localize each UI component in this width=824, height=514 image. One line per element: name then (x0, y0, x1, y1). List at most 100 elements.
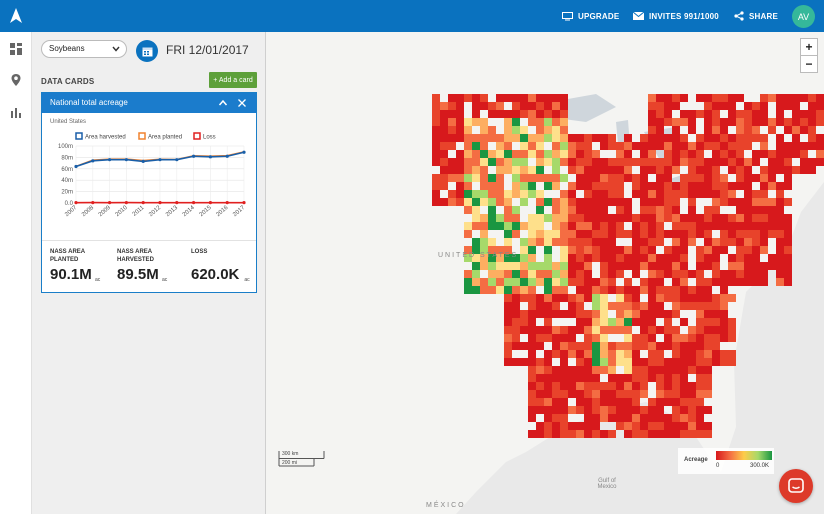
county-cell[interactable] (448, 102, 456, 110)
county-cell[interactable] (608, 254, 616, 262)
county-cell[interactable] (488, 150, 496, 158)
county-cell[interactable] (704, 430, 712, 438)
county-cell[interactable] (696, 150, 704, 158)
county-cell[interactable] (704, 158, 712, 166)
county-cell[interactable] (640, 286, 648, 294)
county-cell[interactable] (512, 278, 520, 286)
county-cell[interactable] (520, 110, 528, 118)
county-cell[interactable] (584, 390, 592, 398)
county-cell[interactable] (736, 158, 744, 166)
county-cell[interactable] (672, 198, 680, 206)
county-cell[interactable] (712, 238, 720, 246)
county-cell[interactable] (656, 158, 664, 166)
county-cell[interactable] (752, 206, 760, 214)
county-cell[interactable] (584, 342, 592, 350)
county-cell[interactable] (528, 142, 536, 150)
county-cell[interactable] (512, 302, 520, 310)
county-cell[interactable] (688, 118, 696, 126)
county-cell[interactable] (688, 398, 696, 406)
county-cell[interactable] (504, 206, 512, 214)
county-cell[interactable] (536, 374, 544, 382)
county-cell[interactable] (744, 214, 752, 222)
county-cell[interactable] (632, 230, 640, 238)
county-cell[interactable] (648, 334, 656, 342)
county-cell[interactable] (688, 350, 696, 358)
county-cell[interactable] (552, 310, 560, 318)
county-cell[interactable] (568, 230, 576, 238)
county-cell[interactable] (528, 110, 536, 118)
county-cell[interactable] (576, 358, 584, 366)
county-cell[interactable] (640, 214, 648, 222)
county-cell[interactable] (592, 238, 600, 246)
county-cell[interactable] (536, 390, 544, 398)
county-cell[interactable] (648, 318, 656, 326)
county-cell[interactable] (624, 326, 632, 334)
county-cell[interactable] (696, 406, 704, 414)
county-cell[interactable] (528, 334, 536, 342)
county-cell[interactable] (768, 222, 776, 230)
county-cell[interactable] (776, 110, 784, 118)
county-cell[interactable] (584, 398, 592, 406)
county-cell[interactable] (736, 150, 744, 158)
county-cell[interactable] (792, 142, 800, 150)
county-cell[interactable] (680, 174, 688, 182)
county-cell[interactable] (704, 406, 712, 414)
county-cell[interactable] (456, 134, 464, 142)
county-cell[interactable] (472, 142, 480, 150)
county-cell[interactable] (552, 326, 560, 334)
county-cell[interactable] (464, 206, 472, 214)
county-cell[interactable] (648, 166, 656, 174)
county-cell[interactable] (784, 262, 792, 270)
county-cell[interactable] (448, 198, 456, 206)
county-cell[interactable] (616, 414, 624, 422)
county-cell[interactable] (672, 358, 680, 366)
county-cell[interactable] (504, 302, 512, 310)
county-cell[interactable] (760, 262, 768, 270)
county-cell[interactable] (768, 214, 776, 222)
county-cell[interactable] (736, 206, 744, 214)
county-cell[interactable] (488, 102, 496, 110)
county-cell[interactable] (528, 246, 536, 254)
county-cell[interactable] (552, 406, 560, 414)
county-cell[interactable] (544, 214, 552, 222)
county-cell[interactable] (472, 174, 480, 182)
county-cell[interactable] (744, 246, 752, 254)
county-cell[interactable] (624, 150, 632, 158)
county-cell[interactable] (632, 222, 640, 230)
county-cell[interactable] (552, 262, 560, 270)
county-cell[interactable] (624, 254, 632, 262)
county-cell[interactable] (712, 166, 720, 174)
county-cell[interactable] (728, 182, 736, 190)
county-cell[interactable] (760, 190, 768, 198)
county-cell[interactable] (608, 158, 616, 166)
current-date[interactable]: FRI 12/01/2017 (166, 43, 249, 57)
county-cell[interactable] (544, 310, 552, 318)
county-cell[interactable] (680, 246, 688, 254)
county-cell[interactable] (608, 166, 616, 174)
county-cell[interactable] (464, 142, 472, 150)
county-cell[interactable] (616, 230, 624, 238)
county-cell[interactable] (480, 102, 488, 110)
county-cell[interactable] (776, 166, 784, 174)
upgrade-button[interactable]: UPGRADE (562, 0, 619, 32)
county-cell[interactable] (720, 214, 728, 222)
county-cell[interactable] (728, 150, 736, 158)
county-cell[interactable] (536, 342, 544, 350)
county-cell[interactable] (496, 158, 504, 166)
county-cell[interactable] (680, 190, 688, 198)
county-cell[interactable] (624, 430, 632, 438)
county-cell[interactable] (664, 142, 672, 150)
county-cell[interactable] (600, 350, 608, 358)
county-cell[interactable] (544, 126, 552, 134)
county-cell[interactable] (472, 102, 480, 110)
county-cell[interactable] (512, 126, 520, 134)
county-cell[interactable] (528, 134, 536, 142)
county-cell[interactable] (760, 270, 768, 278)
county-cell[interactable] (696, 174, 704, 182)
county-cell[interactable] (760, 182, 768, 190)
county-cell[interactable] (760, 206, 768, 214)
county-cell[interactable] (544, 350, 552, 358)
county-cell[interactable] (672, 406, 680, 414)
county-cell[interactable] (776, 278, 784, 286)
county-cell[interactable] (616, 198, 624, 206)
